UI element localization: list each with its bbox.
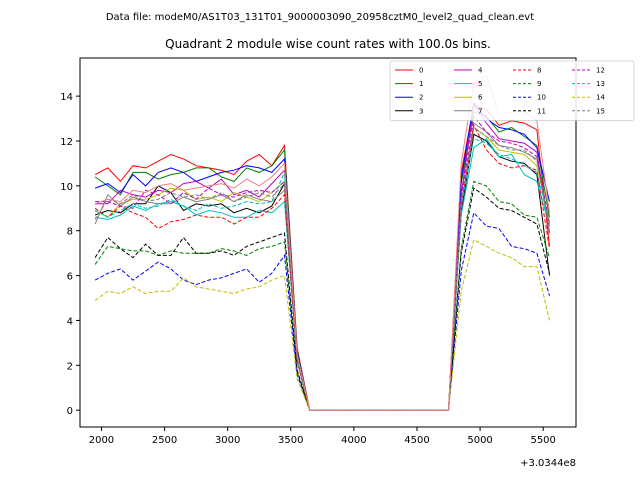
series-line-9: [94, 180, 550, 411]
legend-label: 13: [596, 80, 605, 88]
axis-layer: 2000 2500 3000 3500 4000 4500 5000 5500 0 2 4 6 8 10 1…: [60, 92, 556, 446]
y-tick-label: 2: [67, 361, 73, 372]
series-line-1: [94, 111, 550, 411]
series-layer: [94, 75, 550, 411]
legend-label: 6: [478, 94, 483, 102]
legend-label: 14: [596, 94, 605, 102]
series-line-11: [94, 187, 550, 411]
y-tick-label: 0: [67, 406, 73, 417]
x-tick-label: 5000: [467, 435, 492, 446]
legend-label: 5: [478, 80, 482, 88]
x-tick-label: 3000: [215, 435, 240, 446]
y-tick-label: 10: [60, 182, 73, 193]
x-tick-label: 2000: [89, 435, 114, 446]
y-tick-label: 6: [67, 272, 73, 283]
legend-label: 1: [419, 80, 423, 88]
legend-label: 0: [419, 67, 423, 75]
legend-label: 8: [537, 67, 541, 75]
legend-label: 4: [478, 67, 483, 75]
legend-box: [389, 60, 635, 121]
series-line-6: [94, 126, 550, 411]
x-tick-label: 3500: [278, 435, 303, 446]
series-line-7: [94, 122, 550, 411]
legend-label: 3: [419, 107, 423, 115]
y-tick-label: 8: [67, 227, 73, 238]
series-line-12: [95, 115, 550, 411]
legend-label: 10: [537, 94, 546, 102]
legend-label: 7: [478, 107, 482, 115]
series-line-4: [95, 103, 550, 411]
x-tick-label: 4000: [341, 435, 366, 446]
series-line-13: [94, 138, 550, 411]
y-tick-label: 12: [60, 137, 73, 148]
legend-label: 9: [537, 80, 541, 88]
legend-label: 15: [596, 107, 605, 115]
legend-label: 12: [596, 67, 605, 75]
plot-frame: [79, 57, 577, 428]
y-tick-label: 14: [60, 92, 73, 103]
series-line-3: [94, 133, 550, 411]
series-line-2: [94, 101, 550, 411]
series-line-10: [94, 211, 550, 411]
series-line-8: [94, 123, 550, 411]
y-tick-label: 4: [67, 316, 73, 327]
x-tick-label: 2500: [152, 435, 177, 446]
data-file-header: Data file: modeM0/AS1T03_131T01_90000030…: [106, 12, 534, 23]
series-line-5: [95, 138, 550, 411]
x-offset-label: +3.0344e8: [520, 458, 576, 469]
series-line-15: [94, 126, 550, 411]
legend-label: 2: [419, 94, 423, 102]
chart-title: Quadrant 2 module wise count rates with …: [165, 37, 491, 51]
series-line-0: [94, 104, 550, 411]
x-tick-label: 4500: [404, 435, 429, 446]
x-tick-label: 5500: [530, 435, 555, 446]
legend-label: 11: [537, 107, 546, 115]
